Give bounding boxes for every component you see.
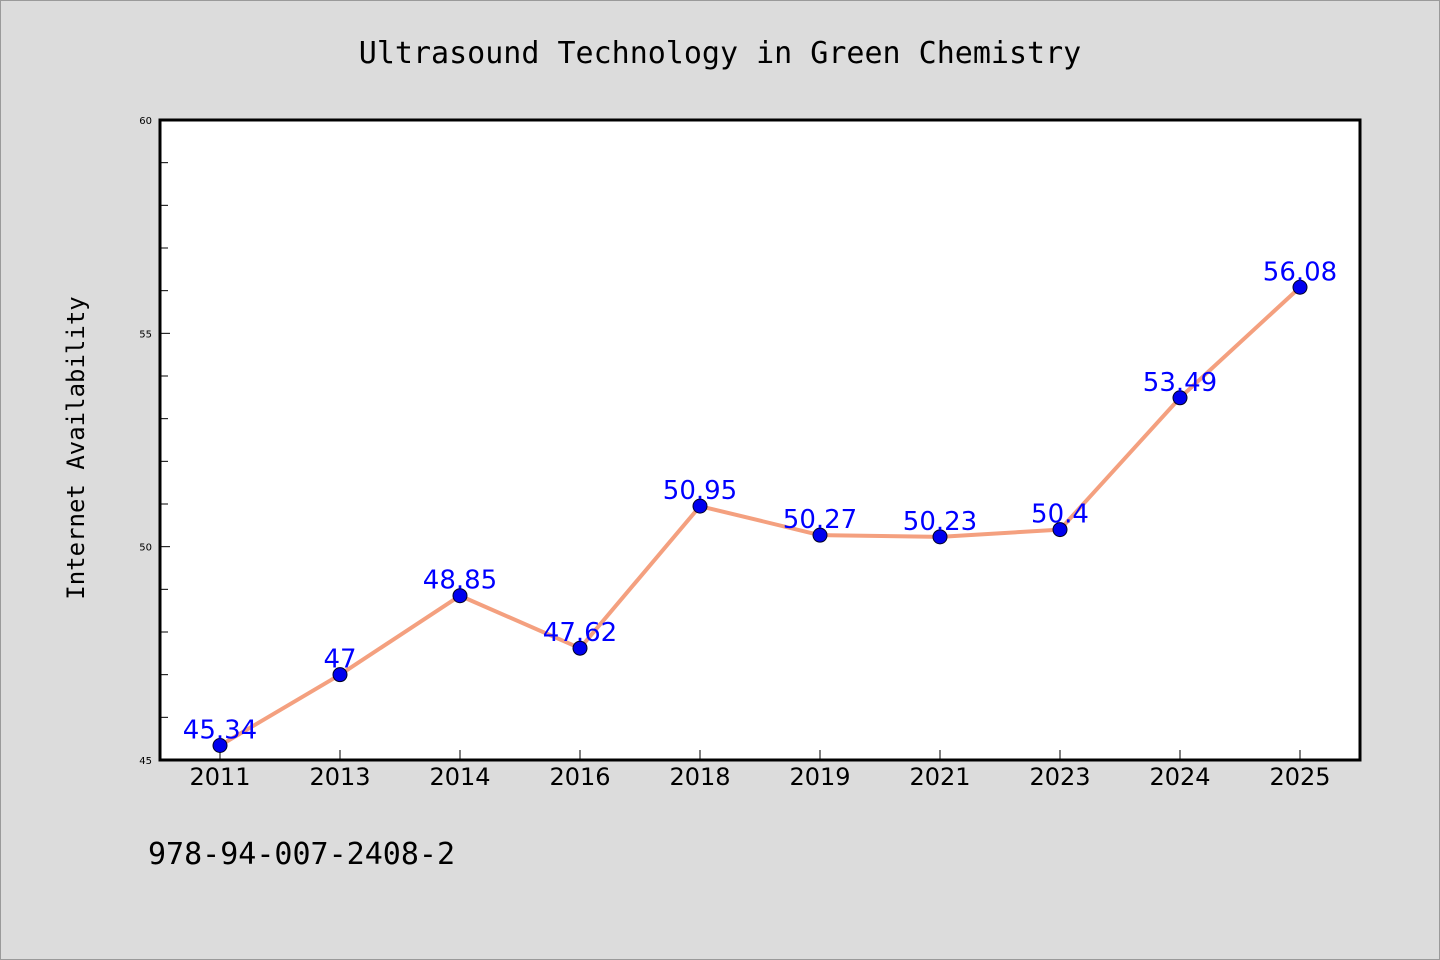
data-point [212,737,228,753]
data-point [452,588,468,604]
x-tick-label: 2021 [909,763,970,791]
chart-title: Ultrasound Technology in Green Chemistry [359,36,1081,71]
data-label: 47 [323,645,356,675]
data-label: 47.62 [543,618,617,648]
series-line [218,285,1302,748]
x-tick-label: 2024 [1149,763,1210,791]
y-axis: 45 50 55 60 [139,116,170,767]
y-tick-label: 45 [139,756,152,767]
data-point [1292,279,1308,295]
series-group: 45.34 47 48.85 47.62 50.95 50.27 50.23 50.4 53.4… [183,257,1337,753]
x-tick-label: 2025 [1269,763,1330,791]
data-label: 50.95 [663,476,737,506]
data-label: 56.08 [1263,257,1337,287]
data-label: 50.4 [1031,500,1089,530]
data-point [332,667,348,683]
data-point [572,640,588,656]
data-label: 50.23 [903,507,977,537]
plot-area [158,118,1362,762]
footer-code: 978-94-007-2408-2 [148,837,455,872]
x-axis: 2011 2013 2014 2016 2018 2019 2021 2023 2024 2025 [189,750,1331,791]
x-tick-label: 2018 [669,763,730,791]
data-label: 45.34 [183,715,257,745]
x-tick-label: 2016 [549,763,610,791]
x-tick-label: 2013 [309,763,370,791]
data-point [692,498,708,514]
data-point [1052,522,1068,538]
data-point [1172,390,1188,406]
x-tick-label: 2014 [429,763,490,791]
x-tick-label: 2023 [1029,763,1090,791]
x-tick-label: 2011 [189,763,250,791]
y-axis-label: Internet Availability [62,296,90,599]
data-label: 50.27 [783,505,857,535]
data-label: 53.49 [1143,368,1217,398]
y-tick-label: 50 [139,543,152,554]
y-tick-label: 55 [139,329,152,340]
x-tick-label: 2019 [789,763,850,791]
data-point [932,529,948,545]
y-tick-label: 60 [139,116,152,127]
data-point [812,527,828,543]
data-label: 48.85 [423,566,497,596]
